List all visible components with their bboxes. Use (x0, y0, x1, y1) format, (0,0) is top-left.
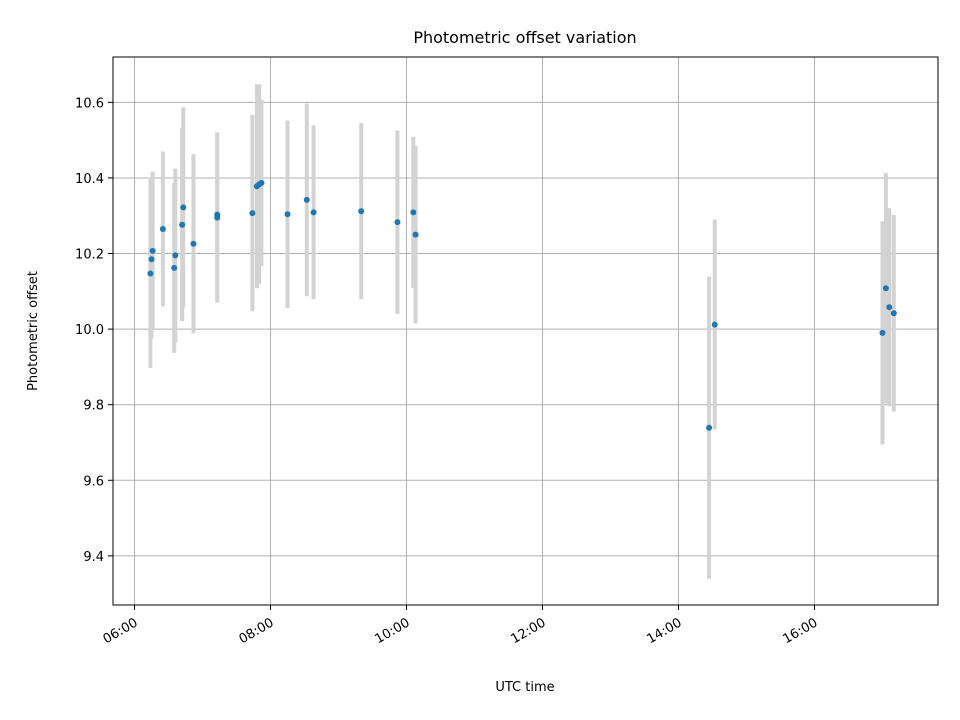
errorbars (148, 84, 896, 579)
data-point (159, 225, 166, 232)
data-point (148, 256, 155, 263)
chart-title: Photometric offset variation (413, 28, 636, 47)
data-point (149, 247, 156, 254)
data-point (890, 310, 897, 317)
data-point (172, 252, 179, 259)
data-point (180, 204, 187, 211)
data-point (249, 210, 256, 217)
y-tick-label: 10.0 (75, 323, 104, 338)
x-tick-label: 12:00 (509, 615, 549, 647)
data-point (310, 209, 317, 216)
x-tick-label: 16:00 (781, 615, 821, 647)
data-point (171, 264, 178, 271)
data-point (358, 208, 365, 215)
y-axis: 9.4 9.6 9.8 10.0 10.2 10.4 10.6 (75, 96, 113, 565)
grid (113, 57, 938, 605)
x-tick-label: 10:00 (373, 615, 413, 647)
x-tick-label: 14:00 (645, 615, 685, 647)
data-point (886, 304, 893, 311)
x-axis-label: UTC time (495, 680, 554, 695)
data-point (214, 211, 221, 218)
y-tick-label: 10.6 (75, 96, 104, 111)
data-point (303, 196, 310, 203)
data-point (284, 211, 291, 218)
data-point (711, 321, 718, 328)
y-tick-label: 9.6 (83, 474, 104, 489)
y-tick-label: 10.4 (75, 172, 104, 187)
y-tick-label: 10.2 (75, 248, 104, 263)
data-point (179, 221, 186, 228)
data-point (147, 270, 154, 277)
data-point (190, 240, 197, 247)
data-point (706, 424, 713, 431)
x-tick-label: 06:00 (101, 615, 141, 647)
y-tick-label: 9.4 (83, 550, 104, 565)
y-tick-label: 9.8 (83, 399, 104, 414)
data-point (412, 231, 419, 238)
data-point (258, 179, 265, 186)
data-point (879, 329, 886, 336)
data-point (410, 209, 417, 216)
data-point (394, 219, 401, 226)
x-axis: 06:00 08:00 10:00 12:00 14:00 16:00 (101, 605, 821, 647)
y-axis-label: Photometric offset (26, 271, 41, 391)
x-tick-label: 08:00 (237, 615, 277, 647)
data-points (147, 179, 897, 431)
plot-frame (112, 56, 939, 606)
data-point (882, 285, 889, 292)
